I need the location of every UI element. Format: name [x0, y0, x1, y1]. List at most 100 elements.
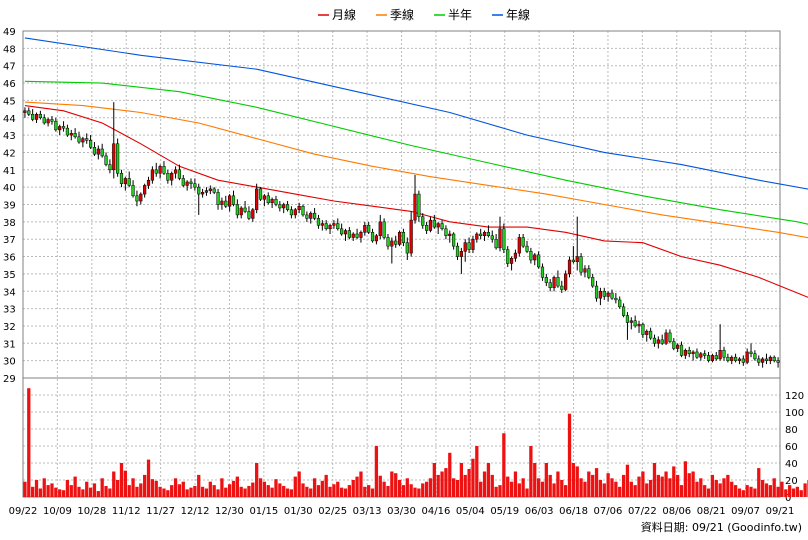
price-tick-label: 38 — [3, 218, 16, 229]
x-tick-label: 01/30 — [284, 506, 313, 517]
x-tick-label: 07/06 — [594, 506, 623, 517]
volume-bar — [486, 463, 491, 497]
candle-body — [726, 356, 730, 361]
candle-body — [467, 242, 471, 250]
volume-bar — [660, 476, 664, 497]
volume-bar — [668, 478, 672, 497]
candle-body — [610, 292, 614, 299]
price-tick-label: 46 — [3, 79, 16, 90]
volume-bar — [374, 446, 379, 497]
candle-body — [173, 169, 178, 174]
volume-bar — [544, 463, 548, 497]
volume-bar — [536, 478, 541, 497]
candle-body — [455, 245, 460, 257]
volume-bar — [274, 479, 278, 497]
x-tick-label: 09/21 — [766, 506, 795, 517]
candle-body — [239, 207, 243, 216]
candle-body — [730, 356, 734, 361]
volume-bar — [455, 480, 460, 497]
candle-body — [463, 242, 467, 252]
volume-bar — [309, 488, 313, 497]
volume-bar — [471, 458, 475, 497]
candle-body — [575, 256, 579, 263]
candle-body — [753, 353, 757, 360]
x-tick-label: 06/03 — [525, 506, 554, 517]
candle-body — [691, 351, 695, 354]
candle-body — [224, 200, 228, 207]
volume-bar — [200, 486, 205, 497]
candle-body — [139, 193, 143, 202]
candle-body — [50, 119, 54, 122]
volume-bar — [598, 480, 603, 497]
volume-bar — [575, 466, 579, 497]
x-tick-label: 07/22 — [628, 506, 657, 517]
volume-bar — [521, 478, 525, 497]
volume-tick-label: 100 — [785, 408, 804, 419]
candle-body — [355, 233, 359, 238]
candle-body — [112, 143, 116, 171]
volume-bar — [258, 478, 263, 497]
candle-body — [652, 337, 657, 344]
volume-bar — [46, 485, 50, 497]
candle-body — [324, 223, 328, 230]
candle-body — [285, 204, 290, 210]
volume-bar — [34, 480, 39, 497]
volume-bar — [401, 485, 406, 497]
volume-bar — [614, 481, 618, 497]
volume-bar — [768, 485, 772, 497]
candle-body — [394, 240, 398, 245]
candle-body — [733, 356, 738, 361]
candle-body — [108, 164, 112, 171]
candle-body — [436, 223, 440, 228]
volume-bar — [409, 484, 413, 497]
volume-bar — [699, 478, 703, 497]
candle-body — [594, 285, 599, 299]
volume-bar — [625, 464, 630, 497]
volume-bar — [648, 480, 653, 497]
candle-body — [486, 232, 491, 236]
volume-bar — [432, 463, 436, 497]
volume-bar — [494, 486, 498, 497]
candle-body — [513, 252, 518, 259]
volume-bar — [424, 481, 429, 497]
candle-body — [162, 166, 166, 174]
candle-body — [347, 230, 351, 238]
candle-body — [471, 238, 475, 250]
volume-bar — [506, 476, 510, 497]
candle-body — [158, 166, 162, 174]
volume-bar — [336, 481, 340, 497]
candle-body — [104, 155, 108, 165]
volume-bar — [548, 474, 552, 497]
volume-bar — [587, 471, 591, 497]
volume-bar — [618, 486, 622, 497]
volume-bar — [687, 473, 691, 497]
volume-bar — [143, 474, 147, 497]
volume-bar — [112, 471, 116, 497]
volume-bar — [251, 482, 255, 497]
candle-body — [177, 169, 182, 179]
x-tick-label: 06/18 — [559, 506, 588, 517]
volume-bar — [502, 433, 506, 497]
volume-bar — [127, 485, 131, 497]
candle-body — [579, 256, 583, 273]
candle-body — [166, 173, 170, 181]
price-tick-label: 45 — [3, 96, 16, 107]
candle-body — [737, 358, 742, 361]
volume-bar — [645, 483, 649, 497]
candle-body — [645, 330, 649, 335]
volume-bar — [753, 488, 757, 497]
candle-body — [567, 259, 572, 275]
volume-bar — [703, 485, 707, 497]
x-tick-label: 05/19 — [490, 506, 519, 517]
candle-body — [668, 332, 672, 342]
volume-bar — [730, 481, 734, 497]
volume-bar — [718, 483, 722, 497]
candle-body — [312, 212, 317, 219]
x-tick-label: 10/09 — [43, 506, 72, 517]
candle-body — [679, 344, 684, 356]
candle-body — [602, 291, 606, 297]
x-tick-label: 01/15 — [249, 506, 278, 517]
price-tick-label: 30 — [3, 357, 16, 368]
price-tick-label: 29 — [3, 374, 16, 385]
